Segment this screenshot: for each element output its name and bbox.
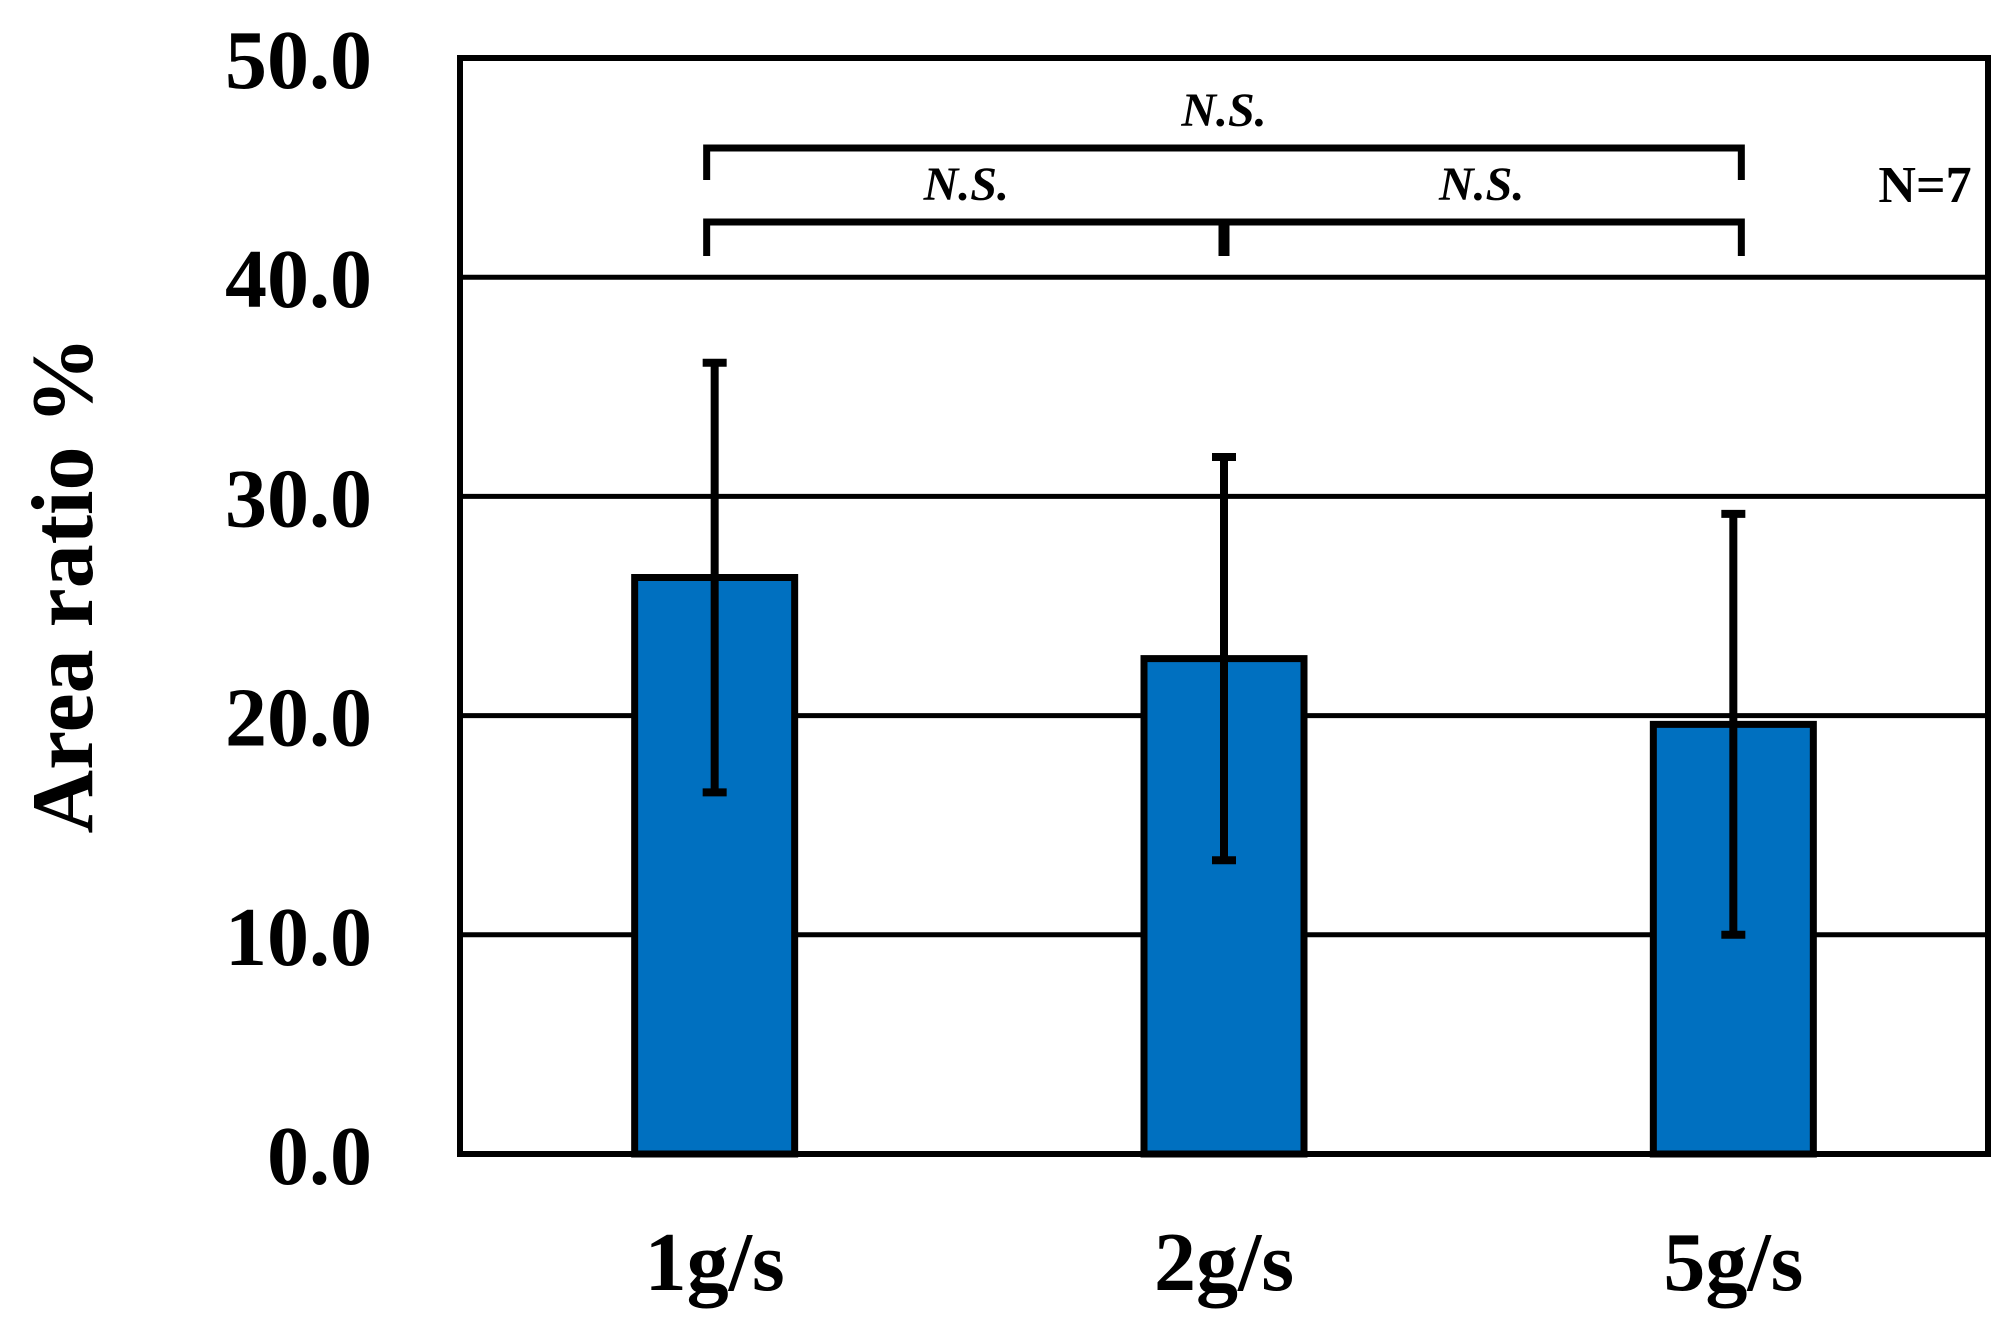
y-tick-label: 40.0 — [225, 233, 372, 326]
y-tick-label: 30.0 — [225, 452, 372, 545]
sample-size-note: N=7 — [1878, 157, 1971, 214]
significance-label: N.S. — [1180, 84, 1266, 137]
bracket-line — [703, 218, 1230, 256]
y-axis-label: Area ratio % — [15, 337, 112, 834]
error-bar — [1721, 509, 1746, 939]
error-bar — [702, 358, 727, 797]
x-axis-categories: 1g/s 2g/s 5g/s — [645, 1216, 1804, 1309]
x-category-label: 5g/s — [1663, 1216, 1803, 1309]
significance-bracket: N.S. — [1218, 158, 1745, 256]
y-axis-ticks: 0.0 10.0 20.0 30.0 40.0 50.0 — [225, 14, 372, 1203]
y-tick-label: 50.0 — [225, 14, 372, 107]
x-category-label: 1g/s — [645, 1216, 785, 1309]
bracket-line — [703, 144, 1745, 180]
significance-bracket: N.S. — [703, 158, 1230, 256]
significance-label: N.S. — [923, 158, 1009, 211]
bracket-line — [1218, 218, 1745, 256]
plot-frame — [457, 55, 1991, 1157]
x-category-label: 2g/s — [1154, 1216, 1294, 1309]
significance-bracket: N.S. — [703, 84, 1745, 180]
significance-label: N.S. — [1438, 158, 1524, 211]
y-tick-label: 10.0 — [225, 891, 372, 984]
significance-brackets: N.S. N.S. N.S. — [703, 84, 1745, 256]
error-bars — [702, 358, 1746, 939]
error-bar — [1212, 452, 1236, 865]
y-tick-label: 0.0 — [267, 1110, 372, 1203]
y-tick-label: 20.0 — [225, 672, 372, 765]
